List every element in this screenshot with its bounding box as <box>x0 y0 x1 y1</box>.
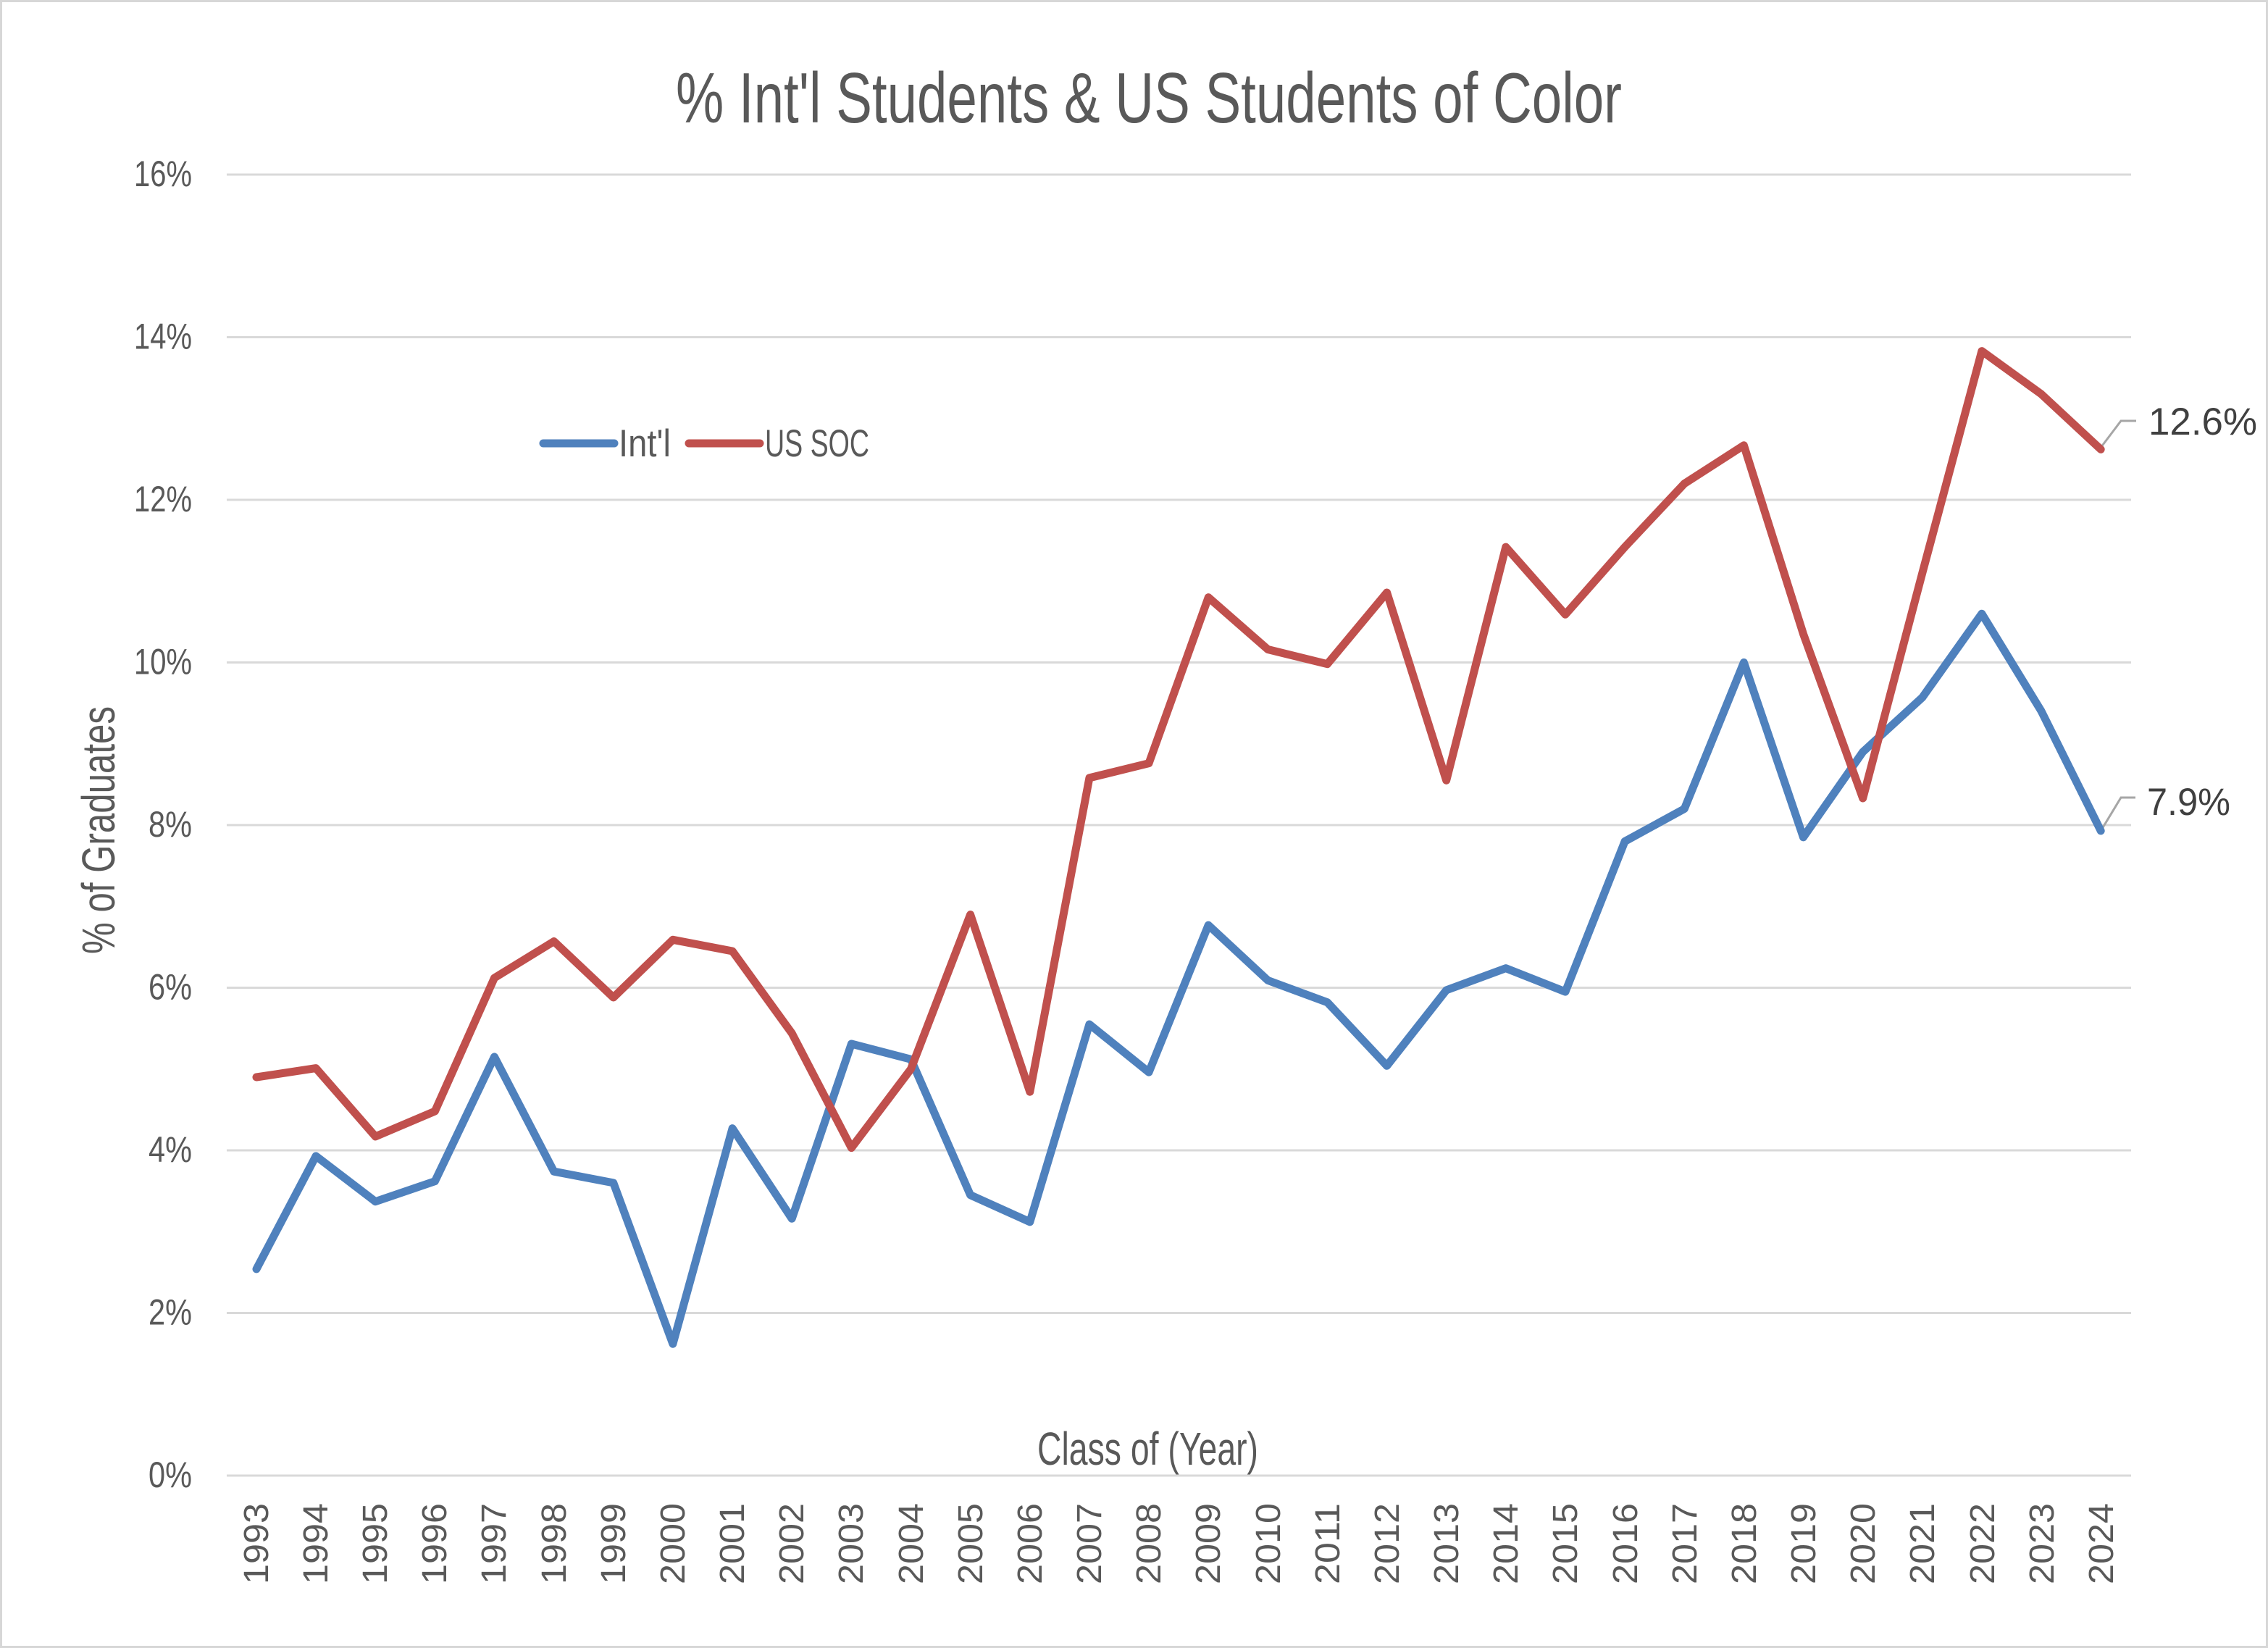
svg-text:% Int'l Students & US Students: % Int'l Students & US Students of Color <box>676 58 1622 138</box>
svg-text:16%: 16% <box>134 154 192 194</box>
svg-text:2018: 2018 <box>1725 1503 1764 1584</box>
svg-text:2004: 2004 <box>892 1503 931 1584</box>
svg-text:6%: 6% <box>148 967 192 1008</box>
svg-text:2009: 2009 <box>1189 1503 1228 1584</box>
svg-text:8%: 8% <box>148 804 192 845</box>
svg-text:1993: 1993 <box>238 1503 276 1584</box>
svg-text:2015: 2015 <box>1547 1503 1585 1584</box>
svg-text:12%: 12% <box>134 479 192 519</box>
svg-text:1996: 1996 <box>416 1503 454 1584</box>
svg-text:2%: 2% <box>148 1292 192 1333</box>
svg-text:2017: 2017 <box>1666 1503 1704 1584</box>
svg-text:US SOC: US SOC <box>765 422 869 465</box>
svg-text:% of Graduates: % of Graduates <box>72 706 125 954</box>
svg-text:2022: 2022 <box>1964 1503 2002 1584</box>
svg-text:2016: 2016 <box>1607 1503 1645 1584</box>
svg-text:1999: 1999 <box>595 1503 633 1584</box>
svg-text:1995: 1995 <box>356 1503 395 1584</box>
svg-text:10%: 10% <box>134 642 192 682</box>
svg-text:2014: 2014 <box>1487 1503 1526 1584</box>
svg-text:1998: 1998 <box>535 1503 574 1584</box>
svg-text:0%: 0% <box>148 1455 192 1495</box>
svg-text:14%: 14% <box>134 317 192 357</box>
svg-text:Int'l: Int'l <box>619 422 671 465</box>
svg-text:2005: 2005 <box>952 1503 990 1584</box>
svg-text:12.6%: 12.6% <box>2148 401 2257 443</box>
svg-text:2001: 2001 <box>714 1503 752 1584</box>
svg-text:2013: 2013 <box>1428 1503 1466 1584</box>
svg-text:2024: 2024 <box>2083 1503 2121 1584</box>
svg-text:2008: 2008 <box>1130 1503 1168 1584</box>
svg-text:Class of (Year): Class of (Year) <box>1037 1423 1258 1475</box>
svg-text:2023: 2023 <box>2023 1503 2062 1584</box>
svg-text:2000: 2000 <box>654 1503 692 1584</box>
svg-text:2021: 2021 <box>1904 1503 1942 1584</box>
svg-text:1997: 1997 <box>475 1503 514 1584</box>
svg-text:1994: 1994 <box>297 1503 335 1584</box>
svg-text:2012: 2012 <box>1368 1503 1407 1584</box>
svg-text:4%: 4% <box>148 1129 192 1170</box>
svg-text:2006: 2006 <box>1011 1503 1050 1584</box>
svg-text:2019: 2019 <box>1785 1503 1823 1584</box>
svg-text:2003: 2003 <box>832 1503 871 1584</box>
svg-text:2002: 2002 <box>773 1503 811 1584</box>
svg-text:2020: 2020 <box>1844 1503 1883 1584</box>
svg-text:2010: 2010 <box>1250 1503 1288 1584</box>
svg-text:2011: 2011 <box>1309 1503 1347 1584</box>
svg-text:2007: 2007 <box>1071 1503 1109 1584</box>
svg-text:7.9%: 7.9% <box>2147 781 2230 824</box>
